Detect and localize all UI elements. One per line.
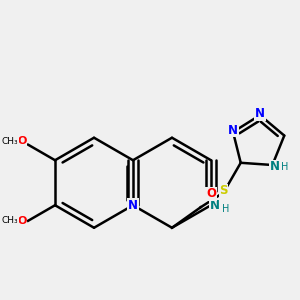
Text: O: O bbox=[206, 187, 216, 200]
Text: N: N bbox=[228, 124, 238, 137]
Text: H: H bbox=[222, 203, 230, 214]
Text: N: N bbox=[210, 199, 220, 212]
Text: N: N bbox=[270, 160, 280, 173]
Text: S: S bbox=[219, 184, 228, 197]
Text: N: N bbox=[128, 199, 138, 212]
Text: CH₃: CH₃ bbox=[2, 216, 18, 225]
Text: O: O bbox=[18, 216, 27, 226]
Text: N: N bbox=[255, 107, 265, 120]
Text: H: H bbox=[281, 162, 288, 172]
Text: CH₃: CH₃ bbox=[2, 137, 18, 146]
Text: O: O bbox=[18, 136, 27, 146]
